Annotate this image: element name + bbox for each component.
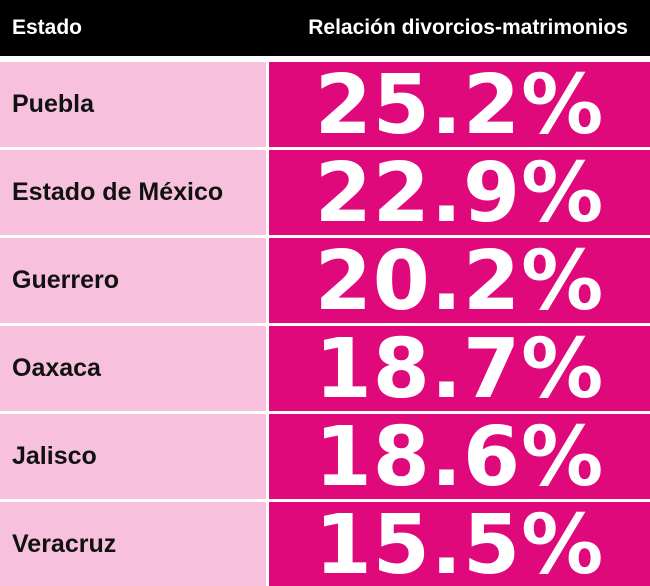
value-label: 18.6% [314, 410, 605, 505]
value-cell: 20.2% [269, 234, 650, 329]
value-cell: 18.6% [269, 410, 650, 505]
value-label: 22.9% [314, 146, 605, 241]
state-label: Oaxaca [12, 354, 101, 382]
value-label: 20.2% [314, 234, 605, 329]
table-row: Veracruz 15.5% [0, 502, 650, 586]
state-label: Jalisco [12, 442, 97, 470]
table-row: Puebla 25.2% [0, 58, 650, 153]
column-header-estado: Estado [12, 16, 83, 39]
value-label: 18.7% [314, 322, 605, 417]
state-cell: Estado de México [0, 150, 266, 235]
table-header: Estado Relación divorcios-matrimonios [0, 0, 650, 56]
table-row: Guerrero 20.2% [0, 234, 650, 329]
state-cell: Veracruz [0, 502, 266, 586]
table-row: Jalisco 18.6% [0, 410, 650, 505]
state-cell: Guerrero [0, 238, 266, 323]
state-label: Puebla [12, 90, 94, 118]
value-label: 25.2% [314, 58, 605, 153]
value-cell: 15.5% [269, 502, 650, 586]
table-row: Estado de México 22.9% [0, 146, 650, 241]
value-cell: 22.9% [269, 146, 650, 241]
table-row: Oaxaca 18.7% [0, 322, 650, 417]
column-header-relacion: Relación divorcios-matrimonios [308, 16, 628, 39]
state-label: Guerrero [12, 266, 119, 294]
state-cell: Oaxaca [0, 326, 266, 411]
state-cell: Puebla [0, 62, 266, 147]
state-label: Estado de México [12, 178, 224, 206]
value-cell: 25.2% [269, 58, 650, 153]
state-label: Veracruz [12, 530, 117, 558]
value-cell: 18.7% [269, 322, 650, 417]
value-label: 15.5% [314, 498, 605, 586]
state-cell: Jalisco [0, 414, 266, 499]
